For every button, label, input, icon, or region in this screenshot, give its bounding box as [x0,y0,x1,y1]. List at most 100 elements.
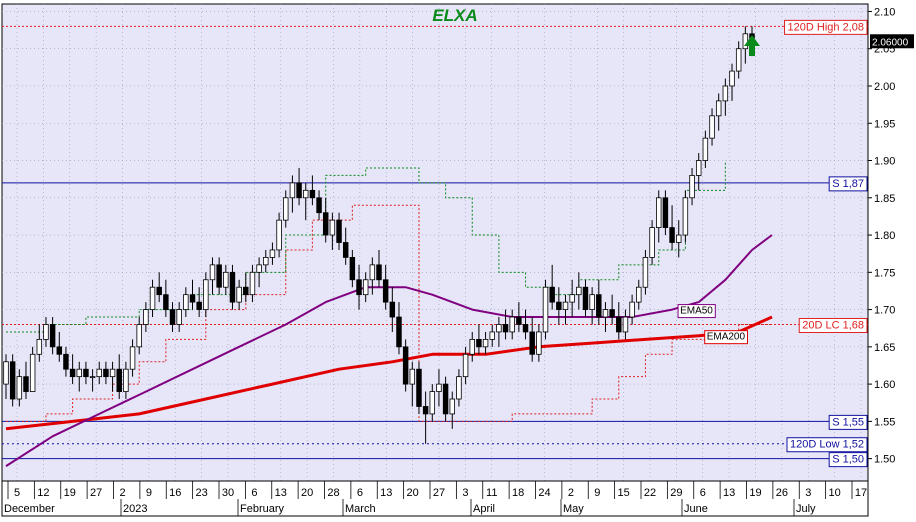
candle-up [109,368,116,378]
candle [482,331,489,355]
candle [189,279,196,310]
candle [642,249,649,295]
y-tick-label: 1.90 [874,156,895,168]
month-label: May [563,503,584,515]
candle [283,190,289,228]
candle [576,272,582,310]
candle [249,264,256,303]
x-tick-label: 6 [251,487,257,499]
candle-up [43,324,49,340]
candle-up [482,338,489,348]
candle [109,361,116,392]
candle-up [456,376,462,400]
month-label: March [345,503,376,515]
candle-down [376,264,382,281]
candle-up [722,85,729,102]
candle [456,369,462,407]
candle [629,294,635,325]
candle [702,130,709,168]
candle [462,346,469,385]
candle [556,287,562,325]
candle-down [422,406,429,415]
candle [636,279,642,310]
candle [522,309,529,340]
candle-up [569,294,575,303]
candle-up [702,137,709,161]
candle-down [582,286,589,310]
candle [436,369,442,407]
candle-up [542,286,549,333]
candle-down [69,368,76,378]
candle-down [529,331,535,355]
candle [542,279,549,340]
candle [149,279,156,318]
last-price-box [870,34,914,49]
candle-up [496,324,502,333]
candle [43,317,49,347]
candle [76,361,82,392]
candle [669,205,675,250]
candle-down [516,316,522,325]
candle [89,369,96,392]
candle-down [216,264,222,288]
candle-up [449,398,455,415]
candle-down [349,257,356,281]
candle [256,257,262,288]
y-tick-label: 1.50 [874,454,895,466]
y-tick-label: 2.00 [874,81,895,93]
trailing-stops [6,160,772,422]
candle [422,391,429,444]
candle [509,309,515,340]
x-tick-label: 18 [512,487,524,499]
candle-down [196,301,202,310]
x-tick-label: 12 [37,487,49,499]
candle-up [96,368,102,378]
trailing-stop-lower [6,204,772,422]
candle [263,249,269,273]
candle [529,317,535,362]
candle-up [143,309,149,325]
candle [469,331,475,362]
level-label: 120D High 2,08 [788,21,864,33]
candle-down [309,189,316,199]
x-tick-label: 13 [380,487,392,499]
candle-down [502,324,509,333]
candle [143,302,149,332]
candle-up [283,197,289,221]
candle [276,212,282,258]
x-tick-label: 6 [357,487,363,499]
x-tick-label: 15 [618,487,630,499]
y-tick-label: 1.70 [874,305,895,317]
candle [582,279,589,318]
candle-down [189,294,196,303]
level-label: S 1,55 [832,416,864,428]
x-tick-label: 28 [327,487,339,499]
up-arrow-icon [744,35,760,56]
candle-up [89,376,96,379]
candle [56,331,63,362]
candle [216,257,222,295]
x-tick-label: 30 [222,487,234,499]
candle-up [223,271,229,288]
candle-up [269,249,276,258]
candle-down [662,197,669,228]
candle-down [342,242,349,258]
candle [23,361,29,400]
x-tick-label: 2 [119,487,125,499]
candle-up [256,264,262,273]
x-tick-label: 2 [568,487,574,499]
candle [9,354,16,407]
candle [322,197,329,243]
candle-up [622,316,629,333]
candle [715,93,722,131]
x-tick-label: 19 [64,487,76,499]
candle [536,324,542,362]
candle [296,167,302,206]
candle [223,264,229,295]
candle [229,264,236,310]
candle [129,339,136,377]
candle-down [9,361,16,400]
candle [476,324,482,355]
